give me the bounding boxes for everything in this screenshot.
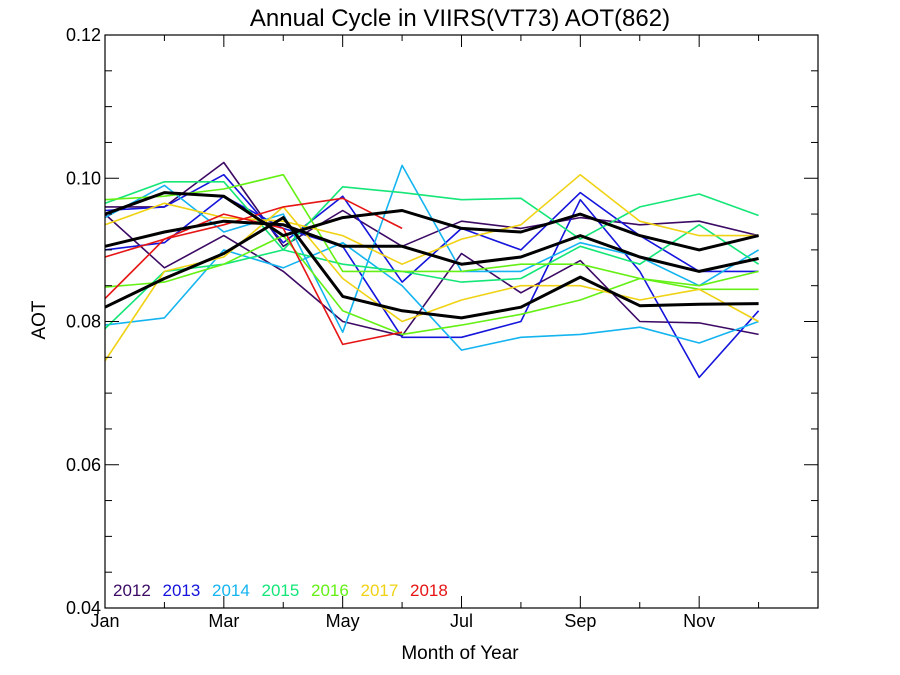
- legend-item-2016: 2016: [311, 581, 349, 600]
- legend-item-2015: 2015: [262, 581, 300, 600]
- y-tick-label: 0.08: [66, 312, 101, 332]
- series-line-2015-1: [104, 181, 759, 251]
- series-line-2017-1: [104, 173, 759, 266]
- y-tick-label: 0.10: [66, 168, 101, 188]
- legend-item-2017: 2017: [361, 581, 399, 600]
- series-line-reference-1: [104, 191, 759, 252]
- series-line-2014-2: [104, 241, 759, 351]
- series-line-2012-1: [105, 161, 759, 248]
- series-line-2018-2: [104, 213, 403, 346]
- legend-item-2014: 2014: [212, 581, 250, 600]
- series-line-reference-2: [104, 219, 759, 273]
- legend-item-2013: 2013: [163, 581, 201, 600]
- series-line-2017-2: [104, 206, 759, 362]
- x-tick-label: Jul: [450, 611, 473, 631]
- x-axis-label: Month of Year: [401, 643, 519, 664]
- x-tick-label: Sep: [564, 611, 596, 631]
- legend: 2012 2013 2014 2015 2016 2017 2018: [113, 581, 448, 600]
- series-line-reference-3: [104, 216, 759, 320]
- legend-item-2018: 2018: [410, 581, 448, 600]
- x-tick-label: Jan: [90, 611, 119, 631]
- plot-frame: [104, 34, 819, 609]
- x-tick-label: May: [326, 611, 360, 631]
- y-tick-label: 0.06: [66, 455, 101, 475]
- series-line-2015-2: [104, 224, 760, 330]
- series-line-2016-2: [104, 234, 759, 336]
- x-tick-label: Mar: [208, 611, 239, 631]
- chart-title: Annual Cycle in VIIRS(VT73) AOT(862): [250, 5, 670, 32]
- series-layer: [104, 161, 760, 379]
- y-axis-label: AOT: [29, 300, 50, 339]
- y-tick-label: 0.04: [66, 598, 101, 618]
- series-line-2013-2: [104, 195, 760, 379]
- series-line-2012-2: [104, 213, 759, 337]
- x-tick-label: Nov: [683, 611, 715, 631]
- axes: Jan Mar May Jul Sep Nov 0.04 0.06 0.08 0.10 0.12: [66, 25, 819, 631]
- legend-item-2012: 2012: [113, 581, 151, 600]
- y-tick-label: 0.12: [66, 25, 101, 45]
